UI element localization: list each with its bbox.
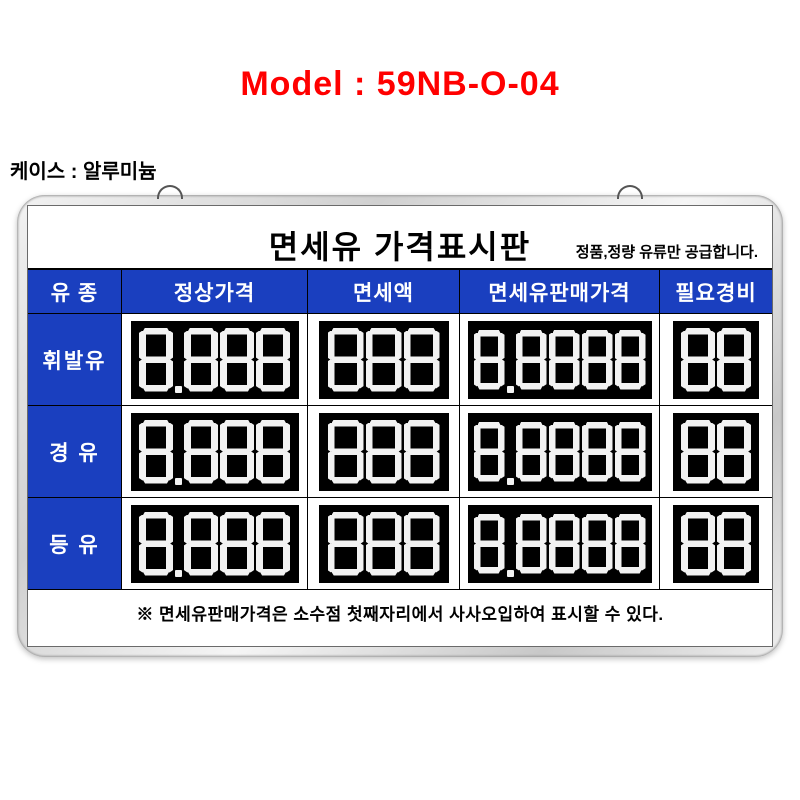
display-diesel-expense [673,413,759,491]
cell-diesel-normal [122,406,308,498]
cell-gasoline-normal [122,314,308,406]
display-kerosene-expense [673,505,759,583]
display-gasoline-expense [673,321,759,399]
display-diesel-saleprice [468,413,652,491]
cell-kerosene-saleprice [460,498,660,590]
price-board: 면세유 가격표시판 정품,정량 유류만 공급합니다. 유 종 정상가격 면세액 … [17,195,783,657]
cell-diesel-saleprice [460,406,660,498]
col-header-taxfree-amount: 면세액 [308,270,460,314]
row-label-kerosene: 등 유 [28,498,122,590]
display-kerosene-normal [131,505,299,583]
display-gasoline-taxfree [319,321,449,399]
mount-hook-right [617,185,643,199]
display-kerosene-taxfree [319,505,449,583]
display-gasoline-saleprice [468,321,652,399]
grid-row-kerosene: 등 유 [28,498,772,590]
cell-gasoline-expense [660,314,772,406]
col-header-expense: 필요경비 [660,270,772,314]
cell-gasoline-taxfree [308,314,460,406]
cell-kerosene-taxfree [308,498,460,590]
display-diesel-taxfree [319,413,449,491]
mount-hook-left [157,185,183,199]
board-title-row: 면세유 가격표시판 정품,정량 유류만 공급합니다. [28,206,772,268]
grid-row-gasoline: 휘발유 [28,314,772,406]
model-title: Model : 59NB-O-04 [0,65,800,104]
cell-diesel-taxfree [308,406,460,498]
board-subnote: 정품,정량 유류만 공급합니다. [576,241,758,262]
cell-gasoline-saleprice [460,314,660,406]
row-label-diesel: 경 유 [28,406,122,498]
aluminum-frame: 면세유 가격표시판 정품,정량 유류만 공급합니다. 유 종 정상가격 면세액 … [17,195,783,657]
cell-diesel-expense [660,406,772,498]
price-grid: 유 종 정상가격 면세액 면세유판매가격 필요경비 휘발유 경 유 [28,268,772,590]
case-label: 케이스 : 알루미늄 [10,155,157,184]
board-face: 면세유 가격표시판 정품,정량 유류만 공급합니다. 유 종 정상가격 면세액 … [27,205,773,647]
board-footnote: ※ 면세유판매가격은 소수점 첫째자리에서 사사오입하여 표시할 수 있다. [28,590,772,625]
display-diesel-normal [131,413,299,491]
col-header-taxfree-price: 면세유판매가격 [460,270,660,314]
cell-kerosene-expense [660,498,772,590]
col-header-fueltype: 유 종 [28,270,122,314]
display-gasoline-normal [131,321,299,399]
display-kerosene-saleprice [468,505,652,583]
grid-header-row: 유 종 정상가격 면세액 면세유판매가격 필요경비 [28,270,772,314]
row-label-gasoline: 휘발유 [28,314,122,406]
cell-kerosene-normal [122,498,308,590]
grid-row-diesel: 경 유 [28,406,772,498]
col-header-normal-price: 정상가격 [122,270,308,314]
board-title: 면세유 가격표시판 [269,222,531,268]
